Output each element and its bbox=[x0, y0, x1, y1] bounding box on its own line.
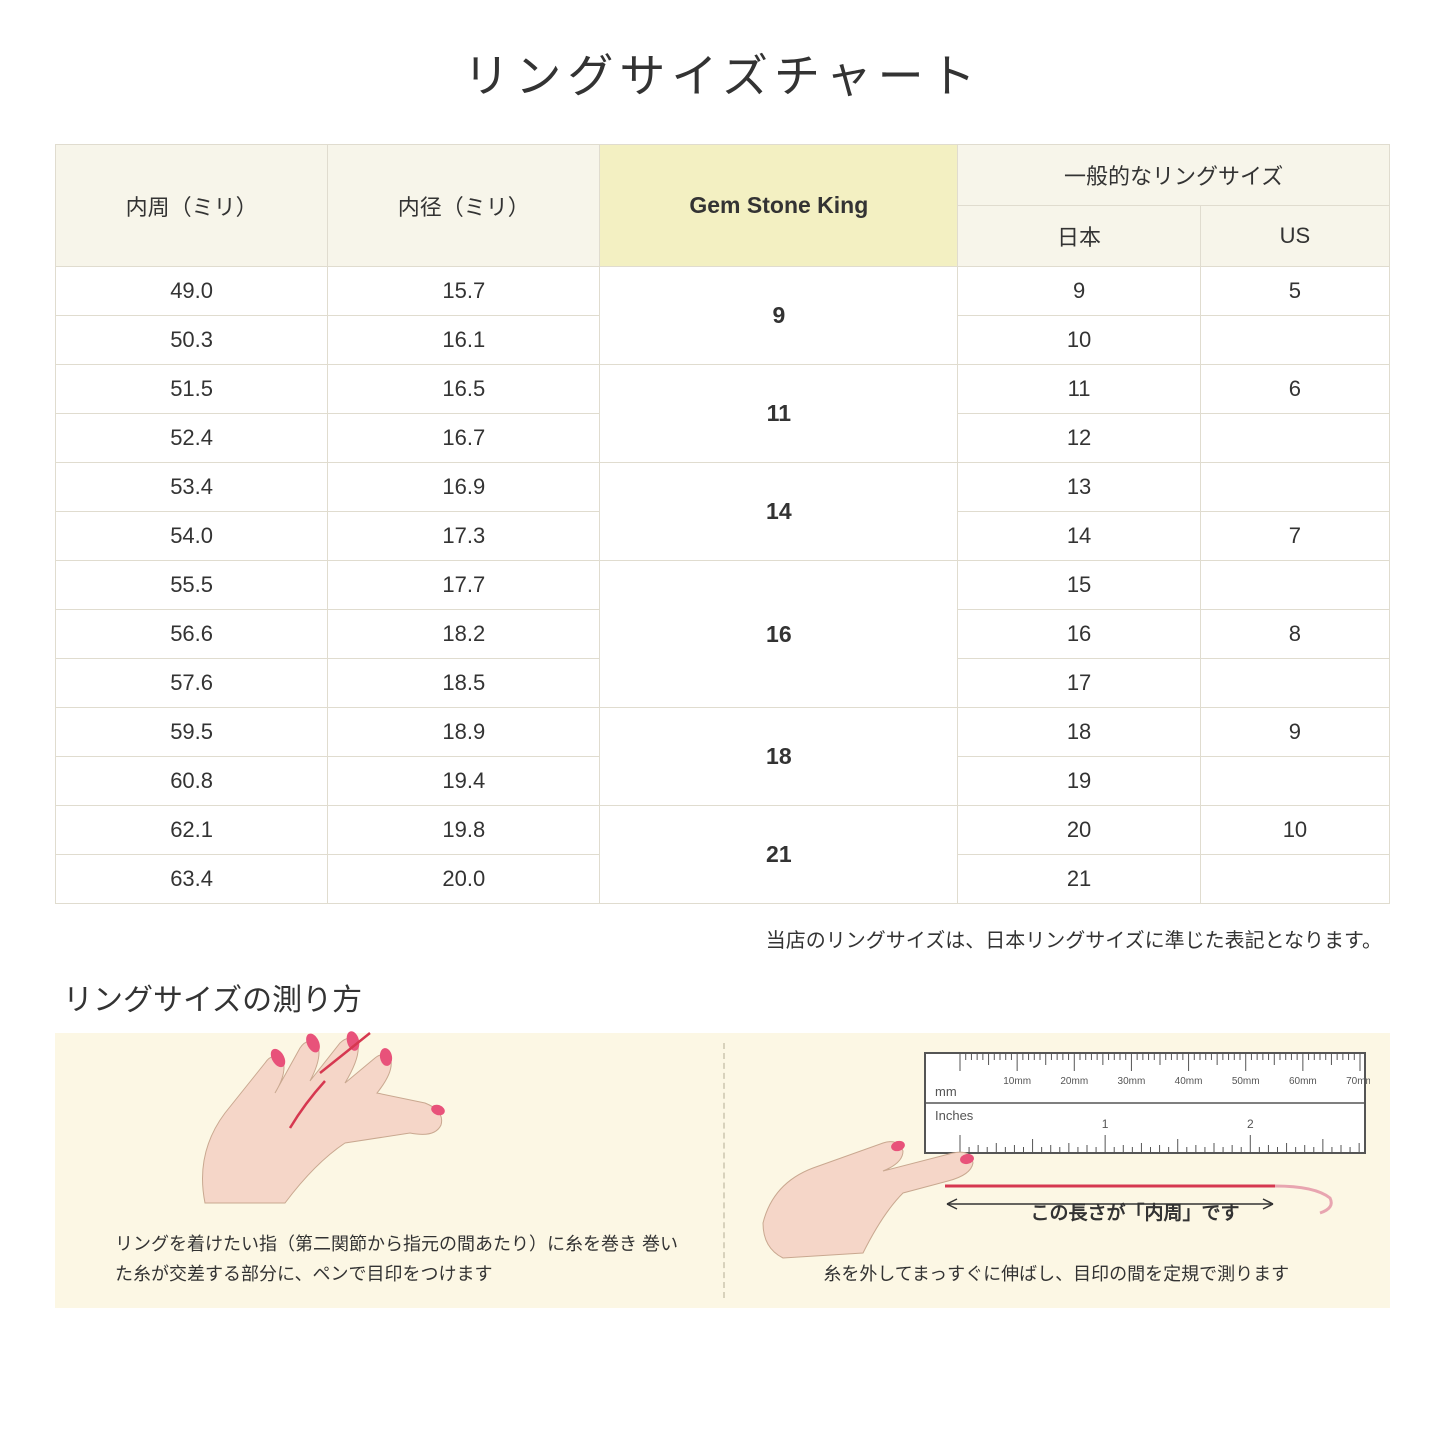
page-title: リングサイズチャート bbox=[55, 40, 1390, 106]
cell-circumference: 59.5 bbox=[56, 708, 328, 757]
cell-circumference: 53.4 bbox=[56, 463, 328, 512]
table-row: 51.516.511116 bbox=[56, 365, 1390, 414]
cell-circumference: 55.5 bbox=[56, 561, 328, 610]
svg-text:70mm: 70mm bbox=[1346, 1076, 1370, 1087]
cell-diameter: 16.5 bbox=[328, 365, 600, 414]
cell-circumference: 56.6 bbox=[56, 610, 328, 659]
cell-japan: 13 bbox=[958, 463, 1201, 512]
cell-gsk: 18 bbox=[600, 708, 958, 806]
cell-diameter: 17.3 bbox=[328, 512, 600, 561]
table-note: 当店のリングサイズは、日本リングサイズに準じた表記となります。 bbox=[55, 924, 1390, 953]
cell-japan: 14 bbox=[958, 512, 1201, 561]
cell-us bbox=[1200, 414, 1389, 463]
cell-us bbox=[1200, 463, 1389, 512]
cell-us bbox=[1200, 659, 1389, 708]
header-diameter: 内径（ミリ） bbox=[328, 145, 600, 267]
cell-diameter: 18.5 bbox=[328, 659, 600, 708]
header-us: US bbox=[1200, 206, 1389, 267]
cell-diameter: 18.2 bbox=[328, 610, 600, 659]
svg-text:60mm: 60mm bbox=[1289, 1076, 1317, 1087]
hand-left-icon bbox=[145, 1003, 505, 1233]
cell-japan: 9 bbox=[958, 267, 1201, 316]
cell-diameter: 18.9 bbox=[328, 708, 600, 757]
how-to-right-panel: mm Inches 10mm20mm30mm40mm50mm60mm70mm12… bbox=[723, 1033, 1391, 1308]
cell-japan: 16 bbox=[958, 610, 1201, 659]
header-japan: 日本 bbox=[958, 206, 1201, 267]
cell-us bbox=[1200, 316, 1389, 365]
cell-us: 10 bbox=[1200, 806, 1389, 855]
cell-japan: 10 bbox=[958, 316, 1201, 365]
cell-us: 9 bbox=[1200, 708, 1389, 757]
cell-us: 7 bbox=[1200, 512, 1389, 561]
how-to-left-text: リングを着けたい指（第二関節から指元の間あたり）に糸を巻き 巻いた糸が交差する部… bbox=[115, 1229, 693, 1290]
svg-text:mm: mm bbox=[935, 1084, 957, 1099]
header-general-group: 一般的なリングサイズ bbox=[958, 145, 1390, 206]
cell-us bbox=[1200, 561, 1389, 610]
cell-us: 8 bbox=[1200, 610, 1389, 659]
cell-gsk: 21 bbox=[600, 806, 958, 904]
how-to-left-panel: リングを着けたい指（第二関節から指元の間あたり）に糸を巻き 巻いた糸が交差する部… bbox=[55, 1033, 723, 1308]
svg-text:10mm: 10mm bbox=[1003, 1076, 1031, 1087]
cell-japan: 20 bbox=[958, 806, 1201, 855]
cell-japan: 17 bbox=[958, 659, 1201, 708]
cell-circumference: 51.5 bbox=[56, 365, 328, 414]
svg-text:1: 1 bbox=[1102, 1117, 1109, 1131]
cell-diameter: 16.7 bbox=[328, 414, 600, 463]
header-gsk: Gem Stone King bbox=[600, 145, 958, 267]
cell-japan: 18 bbox=[958, 708, 1201, 757]
svg-text:30mm: 30mm bbox=[1118, 1076, 1146, 1087]
cell-circumference: 49.0 bbox=[56, 267, 328, 316]
svg-text:2: 2 bbox=[1247, 1117, 1254, 1131]
cell-gsk: 9 bbox=[600, 267, 958, 365]
cell-circumference: 54.0 bbox=[56, 512, 328, 561]
cell-diameter: 19.8 bbox=[328, 806, 600, 855]
cell-diameter: 15.7 bbox=[328, 267, 600, 316]
how-to-section: リングを着けたい指（第二関節から指元の間あたり）に糸を巻き 巻いた糸が交差する部… bbox=[55, 1033, 1390, 1308]
cell-circumference: 62.1 bbox=[56, 806, 328, 855]
cell-us: 5 bbox=[1200, 267, 1389, 316]
cell-diameter: 19.4 bbox=[328, 757, 600, 806]
svg-text:20mm: 20mm bbox=[1060, 1076, 1088, 1087]
cell-circumference: 50.3 bbox=[56, 316, 328, 365]
header-circumference: 内周（ミリ） bbox=[56, 145, 328, 267]
cell-diameter: 16.9 bbox=[328, 463, 600, 512]
how-to-right-text: 糸を外してまっすぐに伸ばし、目印の間を定規で測ります bbox=[723, 1259, 1391, 1290]
table-row: 62.119.8212010 bbox=[56, 806, 1390, 855]
cell-diameter: 17.7 bbox=[328, 561, 600, 610]
cell-gsk: 16 bbox=[600, 561, 958, 708]
table-row: 55.517.71615 bbox=[56, 561, 1390, 610]
table-row: 59.518.918189 bbox=[56, 708, 1390, 757]
cell-diameter: 16.1 bbox=[328, 316, 600, 365]
cell-us: 6 bbox=[1200, 365, 1389, 414]
table-row: 49.015.7995 bbox=[56, 267, 1390, 316]
ring-size-table: 内周（ミリ） 内径（ミリ） Gem Stone King 一般的なリングサイズ … bbox=[55, 144, 1390, 904]
cell-us bbox=[1200, 855, 1389, 904]
cell-japan: 21 bbox=[958, 855, 1201, 904]
cell-circumference: 60.8 bbox=[56, 757, 328, 806]
cell-circumference: 57.6 bbox=[56, 659, 328, 708]
cell-japan: 19 bbox=[958, 757, 1201, 806]
cell-gsk: 11 bbox=[600, 365, 958, 463]
table-row: 53.416.91413 bbox=[56, 463, 1390, 512]
cell-diameter: 20.0 bbox=[328, 855, 600, 904]
cell-japan: 12 bbox=[958, 414, 1201, 463]
cell-us bbox=[1200, 757, 1389, 806]
svg-text:40mm: 40mm bbox=[1175, 1076, 1203, 1087]
cell-gsk: 14 bbox=[600, 463, 958, 561]
cell-circumference: 63.4 bbox=[56, 855, 328, 904]
svg-text:50mm: 50mm bbox=[1232, 1076, 1260, 1087]
arrow-label: この長さが「内周」です bbox=[935, 1198, 1335, 1225]
cell-japan: 15 bbox=[958, 561, 1201, 610]
cell-circumference: 52.4 bbox=[56, 414, 328, 463]
cell-japan: 11 bbox=[958, 365, 1201, 414]
